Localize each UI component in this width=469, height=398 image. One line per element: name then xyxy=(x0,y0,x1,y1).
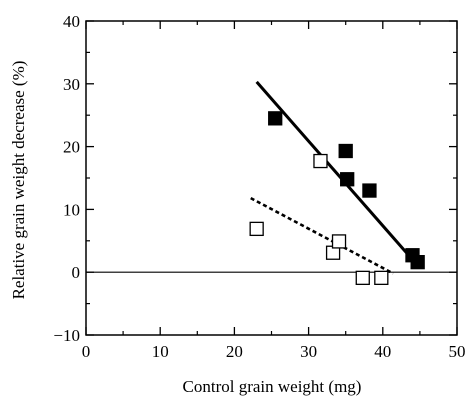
y-tick-label: −10 xyxy=(53,326,80,345)
open-square-point xyxy=(374,270,389,286)
filled-square-point xyxy=(410,255,425,270)
x-axis-title: Control grain weight (mg) xyxy=(183,377,362,396)
x-tick-label: 40 xyxy=(374,342,391,361)
open-square-point xyxy=(331,234,347,249)
y-tick-label: 20 xyxy=(63,138,80,157)
x-tick-label: 50 xyxy=(449,342,466,361)
series-1-fit-line xyxy=(255,80,419,266)
series-2-fit-line xyxy=(250,196,394,275)
filled-square-point xyxy=(338,143,353,159)
y-tick-label: 40 xyxy=(63,12,80,31)
filled-square-point xyxy=(340,172,355,187)
y-tick-label: 0 xyxy=(72,263,81,282)
filled-square-point xyxy=(362,183,377,198)
x-tick-label: 0 xyxy=(82,342,91,361)
y-tick-label: 30 xyxy=(63,75,80,94)
open-square-point xyxy=(249,221,264,237)
x-tick-label: 30 xyxy=(300,342,317,361)
filled-square-point xyxy=(268,111,283,126)
open-square-point xyxy=(355,270,370,286)
plot-frame xyxy=(85,20,458,336)
x-tick-label: 10 xyxy=(152,342,169,361)
y-axis-title: Relative grain weight decrease (%) xyxy=(9,61,28,300)
y-tick-label: 10 xyxy=(63,200,80,219)
open-square-point xyxy=(313,153,328,169)
x-tick-label: 20 xyxy=(226,342,243,361)
